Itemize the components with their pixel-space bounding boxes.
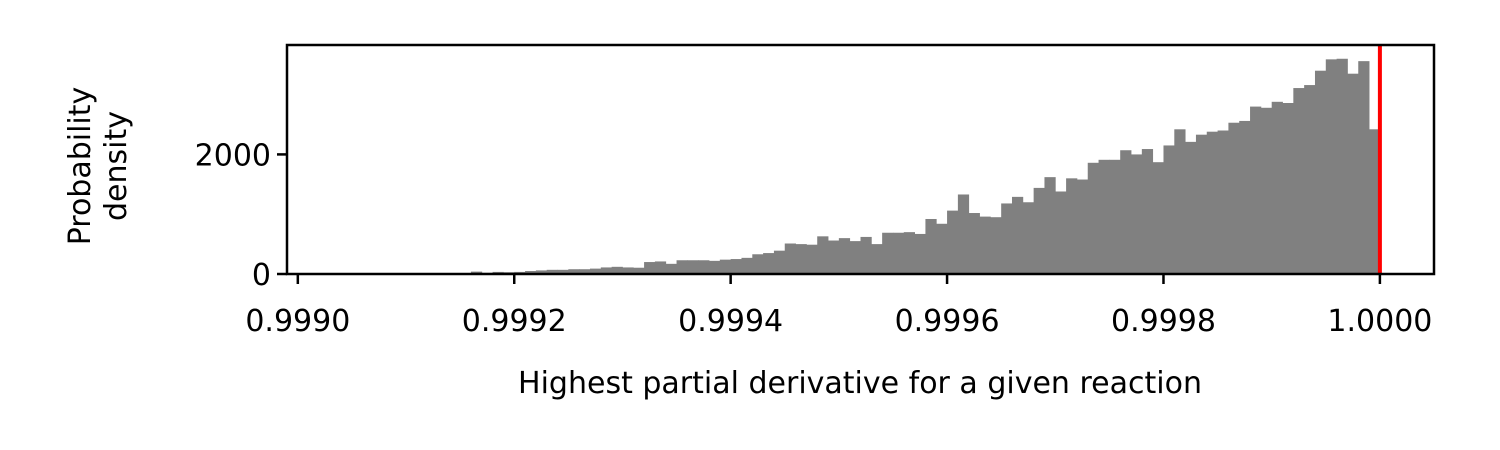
histogram-bar [1185,141,1197,274]
histogram-bar [957,194,970,274]
histogram-bar [1087,162,1099,274]
histogram-bar [622,267,634,274]
y-tick-label: 2000 [195,138,271,173]
histogram-bar [1098,159,1110,274]
histogram-bar [546,269,558,274]
histogram-bar [1163,145,1175,274]
histogram-bar [1001,203,1013,274]
histogram-bar [1120,150,1132,274]
histogram-bars [297,58,1381,275]
histogram-bar [665,263,677,274]
histogram-bar [633,267,645,274]
histogram-bar [719,259,732,274]
histogram-bar [752,254,764,274]
histogram-bar [741,257,753,274]
histogram-bar [871,244,883,274]
histogram-bar [600,267,613,274]
histogram-bar [1271,101,1283,274]
histogram-bar [838,238,851,274]
x-tick-label: 0.9996 [895,304,1000,339]
histogram-bar [1141,149,1154,274]
histogram-bar [644,262,656,274]
histogram-bar [882,232,894,274]
histogram-bar [1293,88,1305,274]
histogram-bar [773,250,786,274]
histogram-bar [730,259,742,274]
histogram-bar [535,270,548,274]
histogram-bar [1174,129,1186,274]
x-axis-ticks: 0.9990 0.9992 0.9994 0.9996 0.9998 1.0000 [245,274,1432,339]
x-axis-label: Highest partial derivative for a given r… [518,366,1202,401]
histogram-bar [568,269,580,274]
histogram-bar [763,253,775,274]
y-axis-label-line1: Probability [63,87,98,246]
histogram-bar [1250,106,1262,274]
histogram-bar [947,210,959,274]
histogram-bar [557,269,569,274]
x-tick-label: 0.9994 [678,304,783,339]
histogram-bar [892,232,905,274]
histogram-bar [687,260,699,274]
histogram-bar [525,271,537,274]
histogram-bar [1066,178,1078,274]
histogram-bar [676,260,688,274]
histogram-bar [589,268,602,274]
histogram-bar [1325,59,1338,274]
histogram-bar [1011,196,1024,274]
histogram-bar [709,260,721,274]
x-tick-label: 0.9990 [245,304,350,339]
histogram-bar [795,244,807,274]
histogram-bar [1044,177,1056,274]
histogram-bar [1228,122,1240,275]
histogram-bar [1239,120,1251,274]
plot-frame [285,43,1436,276]
histogram-bar [979,216,991,274]
y-axis-ticks: 0 2000 [195,138,287,293]
histogram-bar [579,269,591,274]
histogram-bar [828,240,840,274]
histogram-bar [1260,107,1273,275]
histogram-bar [1195,134,1208,274]
x-tick-label: 0.9992 [462,304,567,339]
histogram-bar [925,218,937,274]
histogram-bar [611,266,623,274]
histogram-bar [936,223,948,274]
histogram-bar [1055,191,1067,274]
histogram-bar [1152,162,1164,274]
histogram-bar [1022,202,1035,274]
histogram-bar [784,243,796,274]
histogram-bar [698,260,710,274]
histogram-bar [817,236,829,274]
histogram-bar [806,244,818,274]
histogram-bar [1358,61,1370,275]
histogram-bar [1314,70,1327,275]
histogram-bar [1033,187,1045,274]
histogram-bar [1304,85,1316,274]
histogram-bar [914,233,926,274]
histogram-bar [849,241,861,274]
histogram-bar [1336,58,1348,275]
histogram-bar [860,236,872,274]
histogram-bar [1217,130,1229,274]
histogram-bar [1369,129,1381,274]
histogram-bar [1131,154,1143,274]
histogram-bar [1282,102,1294,274]
x-tick-label: 0.9998 [1111,304,1216,339]
histogram-bar [654,261,667,274]
histogram-bar [1206,131,1218,274]
x-tick-label: 1.0000 [1327,304,1432,339]
histogram-bar [1076,179,1089,274]
y-axis-label-line2: density [99,111,134,221]
histogram-bar [968,213,980,274]
histogram-bar [903,232,916,274]
histogram-bar [990,217,1002,274]
histogram-bar [1109,159,1121,274]
y-tick-label: 0 [252,258,271,293]
histogram-bar [1347,73,1359,274]
